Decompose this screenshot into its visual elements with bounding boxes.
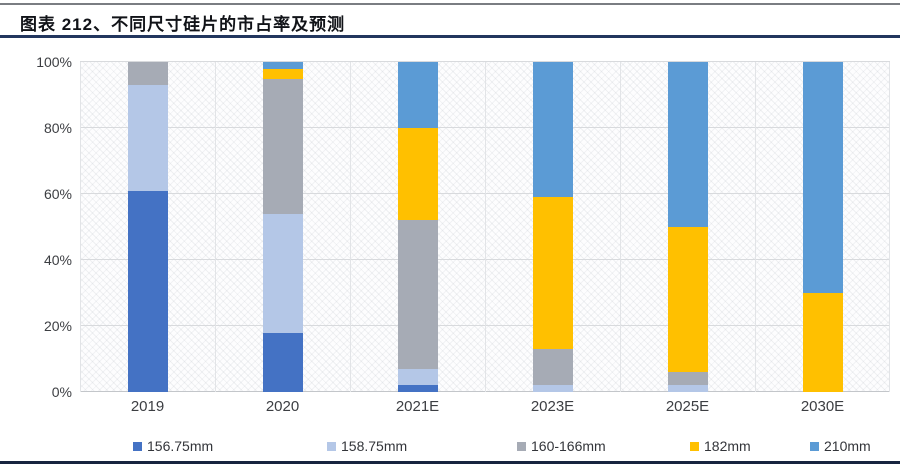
legend-item-210mm: 210mm — [810, 438, 871, 454]
bar-column-2030E — [802, 62, 843, 392]
top-divider-rule — [0, 3, 900, 5]
v-gridline-2 — [350, 62, 351, 392]
plot-area — [80, 61, 890, 392]
legend-item-182mm: 182mm — [690, 438, 751, 454]
x-tick-label-2025E: 2025E — [665, 398, 710, 415]
x-tick-label-2030E: 2030E — [800, 398, 845, 415]
legend-label: 160-166mm — [531, 438, 606, 454]
bar-segment-2020-158.75mm — [262, 213, 303, 333]
bar-segment-2021E-210mm — [397, 62, 438, 129]
bar-segment-2023E-160-166mm — [532, 349, 573, 386]
bar-segment-2030E-182mm — [802, 293, 843, 392]
x-tick-label-2023E: 2023E — [530, 398, 575, 415]
y-tick-label-20: 20% — [43, 318, 72, 334]
bar-segment-2025E-158.75mm — [667, 385, 708, 392]
legend-swatch-icon — [810, 441, 819, 451]
bar-segment-2019-156.75mm — [127, 190, 168, 392]
legend-label: 158.75mm — [341, 438, 408, 454]
y-tick-label-80: 80% — [43, 120, 72, 136]
legend-swatch-icon — [517, 441, 526, 451]
bar-segment-2019-160-166mm — [127, 62, 168, 86]
y-tick-label-40: 40% — [43, 252, 72, 268]
bar-segment-2025E-210mm — [667, 62, 708, 228]
y-tick-label-100: 100% — [36, 54, 72, 70]
bar-column-2023E — [532, 62, 573, 392]
h-gridline-100 — [80, 61, 890, 62]
v-gridline-1 — [215, 62, 216, 392]
bar-segment-2023E-182mm — [532, 197, 573, 350]
title-underline-rule — [0, 35, 900, 38]
bottom-divider-rule — [0, 461, 900, 464]
bar-segment-2030E-210mm — [802, 62, 843, 293]
chart-legend: 156.75mm 158.75mm 160-166mm 182mm 210mm — [0, 438, 900, 460]
bar-segment-2025E-182mm — [667, 227, 708, 373]
bar-segment-2023E-158.75mm — [532, 385, 573, 392]
bar-segment-2021E-156.75mm — [397, 385, 438, 392]
bar-segment-2020-182mm — [262, 68, 303, 79]
legend-label: 156.75mm — [147, 438, 214, 454]
v-gridline-4 — [620, 62, 621, 392]
legend-swatch-icon — [690, 441, 699, 451]
bar-column-2019 — [127, 62, 168, 392]
bar-column-2021E — [397, 62, 438, 392]
bar-column-2025E — [667, 62, 708, 392]
v-gridline-0 — [80, 62, 81, 392]
bar-segment-2019-158.75mm — [127, 85, 168, 191]
v-gridline-3 — [485, 62, 486, 392]
bar-segment-2021E-160-166mm — [397, 220, 438, 369]
legend-label: 210mm — [824, 438, 871, 454]
x-tick-label-2019: 2019 — [130, 398, 165, 415]
y-axis: 0% 20% 40% 60% 80% 100% — [0, 54, 72, 400]
legend-item-156.75mm: 156.75mm — [133, 438, 213, 454]
legend-label: 182mm — [704, 438, 751, 454]
y-tick-label-0: 0% — [51, 384, 72, 400]
bar-segment-2021E-158.75mm — [397, 368, 438, 386]
bar-column-2020 — [262, 62, 303, 392]
v-gridline-5 — [755, 62, 756, 392]
legend-swatch-icon — [327, 441, 336, 451]
bar-segment-2020-210mm — [262, 62, 303, 69]
v-gridline-6 — [889, 62, 890, 392]
bar-segment-2021E-182mm — [397, 128, 438, 221]
legend-item-160-166mm: 160-166mm — [517, 438, 606, 454]
y-tick-label-60: 60% — [43, 186, 72, 202]
x-tick-label-2021E: 2021E — [395, 398, 440, 415]
bar-segment-2025E-160-166mm — [667, 372, 708, 386]
bar-segment-2020-156.75mm — [262, 332, 303, 392]
x-tick-label-2020: 2020 — [265, 398, 300, 415]
legend-item-158.75mm: 158.75mm — [327, 438, 407, 454]
bar-segment-2023E-210mm — [532, 62, 573, 198]
legend-swatch-icon — [133, 441, 142, 451]
x-axis: 2019 2020 2021E 2023E 2025E 2030E — [80, 398, 890, 420]
bar-segment-2020-160-166mm — [262, 78, 303, 214]
chart-title: 图表 212、不同尺寸硅片的市占率及预测 — [20, 15, 346, 34]
